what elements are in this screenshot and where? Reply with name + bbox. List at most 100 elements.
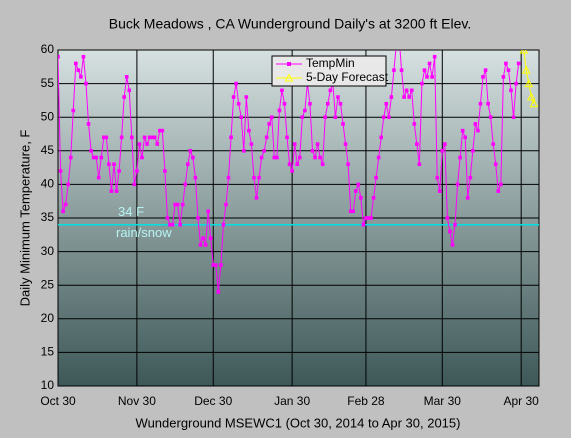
marker [297,155,302,160]
marker [445,216,450,220]
marker [264,135,269,140]
marker [499,182,503,187]
marker [491,142,495,146]
marker [501,75,506,79]
marker [137,142,142,146]
marker [450,243,455,247]
marker [71,108,76,113]
marker [504,61,508,66]
marker [132,182,137,187]
marker [404,88,409,93]
marker [89,149,93,153]
marker [509,88,513,93]
marker [308,101,312,106]
legend-label: 5-Day Forecast [306,70,389,84]
marker [262,149,266,153]
marker [493,162,498,167]
marker [165,216,170,220]
marker [226,175,231,180]
marker [229,135,233,140]
marker [506,68,511,72]
marker [392,68,396,72]
marker [353,189,358,193]
marker [254,196,259,200]
y-tick-label: 35 [41,210,55,224]
marker [427,61,432,66]
marker [336,95,340,99]
marker [516,61,521,66]
marker [374,175,378,180]
marker [440,149,445,153]
marker [198,243,203,247]
marker [152,135,157,140]
marker [280,88,284,93]
marker [379,135,384,140]
marker [140,155,144,160]
marker [102,135,106,140]
marker [236,101,241,106]
legend-label: TempMin [306,56,355,70]
marker [402,95,406,99]
marker [455,182,460,187]
reference-label: rain/snow [116,225,172,240]
marker [224,202,228,207]
marker [478,101,483,106]
marker [122,95,126,99]
marker [216,290,221,294]
marker [183,182,188,187]
marker [94,155,98,160]
marker [318,155,322,160]
marker [351,209,356,214]
marker [117,169,121,173]
marker [371,196,376,200]
marker [325,101,330,106]
marker [275,155,279,160]
marker [76,68,81,72]
marker [79,75,83,79]
y-tick-label: 50 [41,109,55,123]
marker [145,142,149,146]
marker [458,155,462,160]
marker [185,162,190,167]
marker [63,202,68,207]
marker [483,68,488,72]
marker [348,209,353,214]
marker [61,209,65,214]
marker [124,75,129,79]
marker [496,189,501,193]
marker [381,115,386,119]
marker [191,155,195,160]
marker [448,229,452,234]
chart-title: Buck Meadows , CA Wunderground Daily's a… [109,16,471,32]
marker [369,216,373,220]
legend-marker [284,73,294,82]
marker [211,263,216,267]
marker [420,81,424,86]
marker [234,81,238,86]
marker [524,79,534,88]
marker [341,122,345,126]
series-line [523,50,535,104]
marker [201,236,205,240]
marker [465,196,470,200]
marker [119,135,124,140]
y-tick-label: 55 [41,76,55,90]
marker [267,122,272,126]
marker [399,68,404,72]
marker [231,95,236,99]
marker [476,128,480,133]
marker [81,54,86,59]
marker [328,88,333,93]
marker [163,169,167,173]
marker [430,75,434,79]
marker [170,222,175,227]
marker [407,95,412,99]
marker [74,61,78,66]
marker [178,222,182,227]
marker [249,142,254,146]
x-tick-label: Feb 28 [347,394,385,408]
marker [343,142,348,146]
marker [135,169,139,173]
marker [338,101,343,106]
